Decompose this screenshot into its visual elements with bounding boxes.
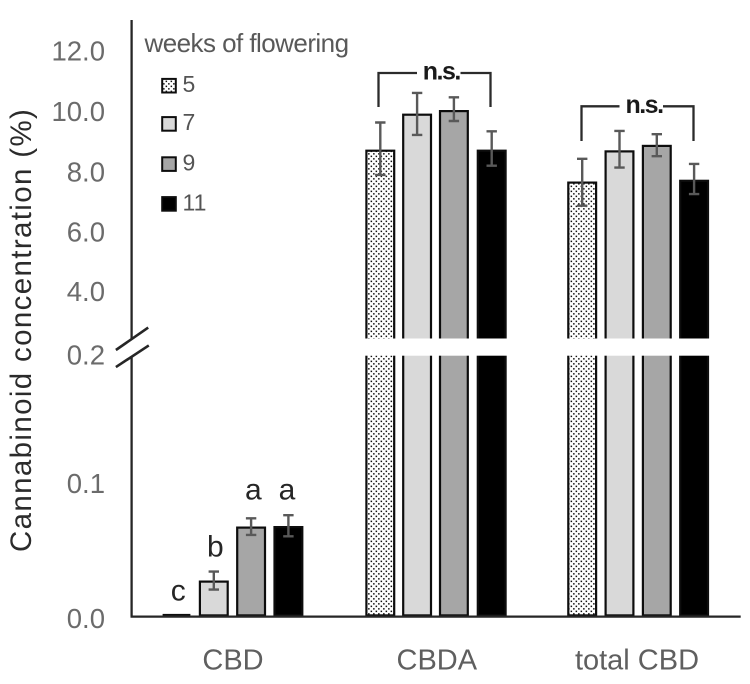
svg-text:4.0: 4.0	[67, 276, 105, 307]
svg-text:0.0: 0.0	[67, 603, 105, 634]
svg-text:11: 11	[183, 189, 207, 215]
svg-text:a: a	[245, 474, 262, 507]
svg-text:Cannabinoid concentration (%): Cannabinoid concentration (%)	[5, 108, 38, 552]
svg-text:n.s.: n.s.	[423, 58, 461, 86]
svg-text:9: 9	[183, 149, 196, 175]
svg-text:12.0: 12.0	[51, 36, 105, 67]
svg-text:b: b	[207, 530, 224, 563]
svg-text:total CBD: total CBD	[575, 644, 699, 676]
svg-text:8.0: 8.0	[67, 157, 105, 188]
svg-text:0.1: 0.1	[67, 468, 105, 499]
svg-text:0.2: 0.2	[67, 340, 105, 371]
svg-text:10.0: 10.0	[51, 96, 105, 127]
svg-text:5: 5	[183, 71, 196, 97]
svg-text:n.s.: n.s.	[625, 91, 663, 119]
svg-text:weeks of flowering: weeks of flowering	[144, 28, 349, 58]
svg-text:6.0: 6.0	[67, 217, 105, 248]
svg-text:CBD: CBD	[202, 644, 263, 676]
svg-text:7: 7	[183, 109, 196, 135]
svg-text:a: a	[279, 474, 296, 507]
svg-text:CBDA: CBDA	[397, 644, 478, 676]
svg-text:c: c	[171, 574, 186, 607]
